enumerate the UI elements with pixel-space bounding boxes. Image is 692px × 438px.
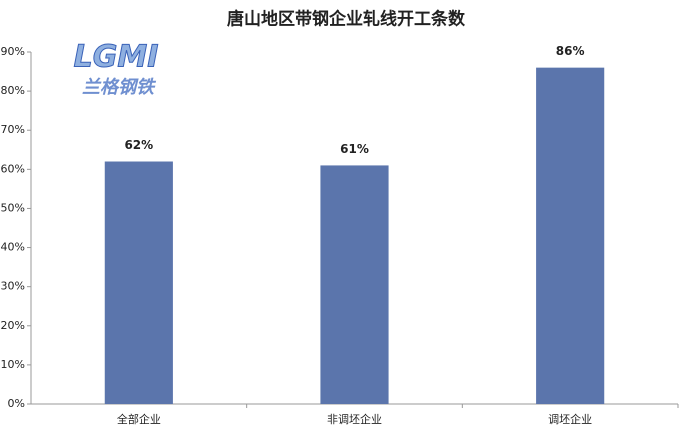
logo: LGMI	[74, 40, 159, 75]
bar	[320, 165, 389, 404]
chart-title: 唐山地区带钢企业轧线开工条数	[227, 9, 466, 30]
value-label: 62%	[124, 138, 153, 152]
value-label: 61%	[340, 142, 369, 156]
y-tick-label: 60%	[1, 162, 25, 175]
y-tick-label: 90%	[1, 45, 25, 58]
y-tick-label: 10%	[1, 358, 25, 371]
y-tick-label: 20%	[1, 319, 25, 332]
x-tick-label: 非调坯企业	[327, 412, 382, 426]
value-label: 86%	[556, 44, 585, 58]
bar	[104, 161, 173, 404]
y-tick-label: 0%	[8, 397, 25, 410]
x-tick-label: 调坯企业	[548, 412, 592, 426]
y-tick-label: 80%	[1, 84, 25, 97]
x-tick-label: 全部企业	[117, 412, 161, 426]
bar	[536, 67, 605, 405]
y-tick-label: 50%	[1, 201, 25, 214]
y-tick-label: 40%	[1, 241, 25, 254]
logo-text: 兰格钢铁	[82, 77, 157, 98]
y-tick-label: 30%	[1, 280, 25, 293]
y-tick-label: 70%	[1, 123, 25, 136]
